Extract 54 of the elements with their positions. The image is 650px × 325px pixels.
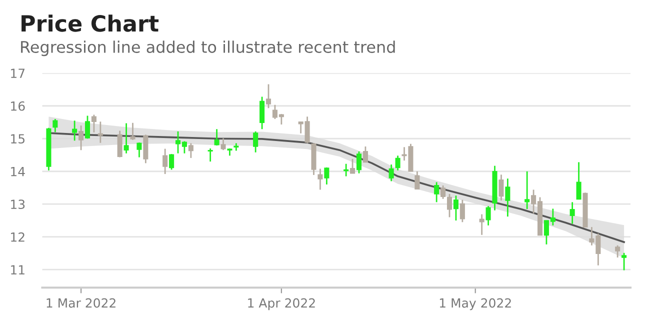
candlestick [253,130,258,154]
candlestick [356,150,362,174]
y-tick-label: 13 [11,200,25,210]
candlestick [84,115,90,140]
candlestick [440,184,446,200]
y-tick-label: 17 [11,68,25,78]
candlestick [188,142,194,159]
x-tick-label: 1 May 2022 [440,298,511,310]
y-tick-label: 12 [11,232,24,242]
candlestick [434,181,440,203]
y-tick-label: 15 [11,134,24,144]
candlestick [460,199,465,223]
candlestick [169,153,174,170]
candlestick [524,170,530,210]
x-tick-label: 1 Apr 2022 [248,298,315,310]
candlestick [117,130,122,158]
candlestick [91,114,96,134]
candlestick [52,118,58,133]
candlestick [576,162,582,200]
candlestick [446,193,452,218]
candlestick [324,166,330,186]
chart-title: Price Chart [22,14,159,32]
candlestick [479,214,484,236]
chart-subtitle: Regression line added to illustrate recent trend [21,40,395,56]
candlestick [453,194,458,222]
candlestick [388,164,394,182]
candlestick [143,134,148,164]
candlestick [208,148,213,162]
y-tick-label: 16 [11,101,25,111]
candlestick [395,154,400,172]
candlestick [498,174,504,202]
candlestick [350,158,356,174]
candlestick [78,124,84,151]
candlestick [220,138,226,151]
candlestick [124,122,129,154]
y-tick-label: 14 [11,167,25,176]
candlestick [414,170,420,190]
candlestick [162,148,168,175]
candlestick [266,84,272,109]
candlestick [98,120,103,144]
candlestick [130,122,136,141]
candlestick [318,168,323,190]
candlestick [505,178,510,218]
candlestick [622,252,627,271]
candlestick [72,120,78,142]
candlestick [260,96,265,130]
candlestick [214,128,220,146]
y-tick-label: 11 [11,265,24,274]
candlestick [615,244,620,258]
candlestick [362,146,368,163]
candlestick [486,205,491,226]
candlestick [136,142,142,158]
candlestick [570,201,575,224]
x-tick-label: 1 Mar 2022 [46,298,116,308]
